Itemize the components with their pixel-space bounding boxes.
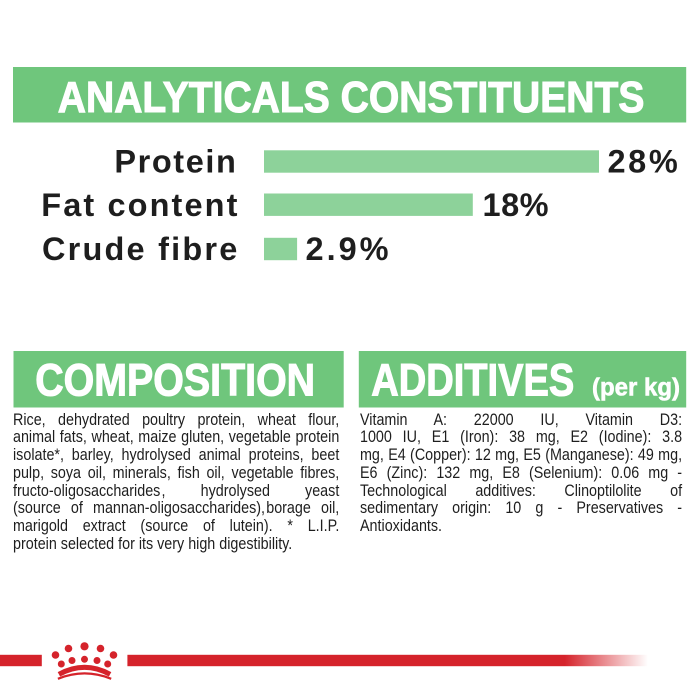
svg-text:(per kg): (per kg) [592, 374, 680, 402]
svg-text:ANALYTICALS CONSTITUENTS: ANALYTICALS CONSTITUENTS [58, 72, 645, 122]
svg-text:28%: 28% [608, 143, 681, 179]
svg-text:2.9%: 2.9% [306, 231, 392, 267]
svg-text:ADDITIVES: ADDITIVES [371, 354, 574, 405]
svg-text:COMPOSITION: COMPOSITION [35, 355, 315, 405]
svg-text:Crude fibre: Crude fibre [42, 231, 240, 267]
svg-text:Fat content: Fat content [41, 187, 239, 223]
svg-text:Protein: Protein [114, 143, 237, 179]
svg-text:18%: 18% [483, 187, 550, 223]
